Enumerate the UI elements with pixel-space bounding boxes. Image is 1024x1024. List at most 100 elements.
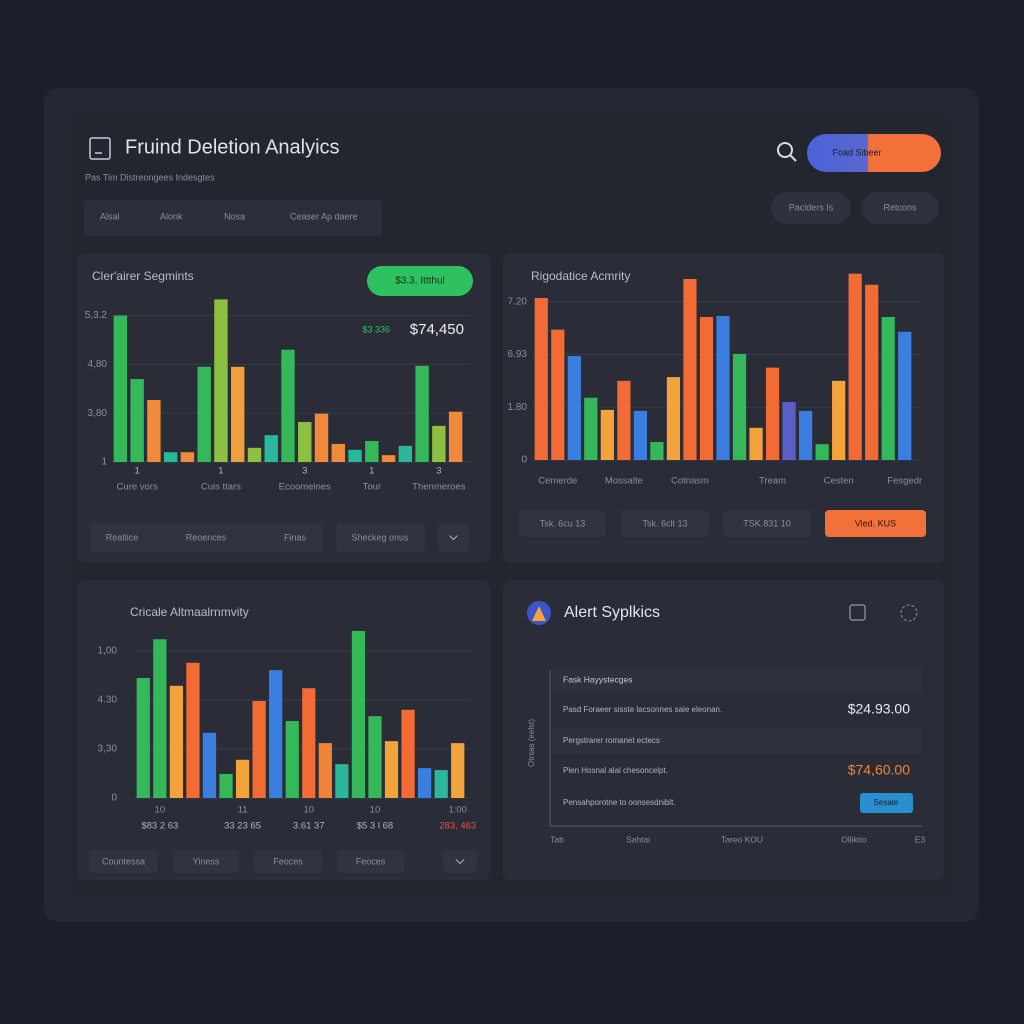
control-label[interactable]: Reoences <box>186 532 227 542</box>
alert-text: Pensahporotne to oonsesdniblt. <box>563 798 676 807</box>
bar <box>749 427 763 460</box>
x-tick-label: Fesgedr <box>887 476 922 487</box>
x-tick-label: Cesten <box>824 476 854 487</box>
bar <box>348 449 362 462</box>
alert-action[interactable] <box>860 793 913 813</box>
alert-x-label: Tareo KOU <box>721 834 763 844</box>
bar <box>683 278 697 460</box>
bar <box>398 445 413 462</box>
control-label: Tsk. 6clt 13 <box>642 518 687 528</box>
bar <box>351 630 366 798</box>
bar <box>365 441 379 462</box>
app-icon <box>89 137 111 160</box>
y-tick-label: 5,3.2 <box>85 310 108 321</box>
bar <box>418 768 432 798</box>
card <box>77 580 490 880</box>
table-header-row <box>552 668 922 692</box>
control-button[interactable] <box>89 850 158 873</box>
alert-amount: $24.93.00 <box>848 701 910 717</box>
x-tick-label: Thenmeroes <box>412 482 466 493</box>
bar <box>197 366 211 462</box>
bar <box>848 273 862 460</box>
x-sublabel: 33 23 65 <box>224 821 261 832</box>
bar <box>331 443 345 462</box>
tab[interactable]: Ceaser Ap daere <box>290 211 358 221</box>
primary-button-label: Foad Sibeer <box>832 147 881 157</box>
y-tick-label: 3,80 <box>88 408 108 419</box>
control-button[interactable] <box>825 510 926 537</box>
chart-title: Rigodatice Acmrity <box>531 269 630 283</box>
dropdown-button[interactable] <box>443 850 477 873</box>
tab[interactable]: Alonk <box>160 211 183 221</box>
bar <box>235 759 250 798</box>
control-button[interactable] <box>254 850 322 873</box>
control-button[interactable] <box>337 850 404 873</box>
header-button[interactable] <box>771 192 851 224</box>
y-tick-label: 4,80 <box>88 359 108 370</box>
x-tick-label: Cuis ttars <box>201 482 241 493</box>
x-sublabel: 283, 463 <box>439 821 476 832</box>
bar <box>567 356 581 460</box>
control-label: Vied. KUS <box>855 518 896 528</box>
control-label: TSK.831 10 <box>743 518 791 528</box>
control-label[interactable]: Finas <box>284 532 307 542</box>
bar <box>865 284 879 460</box>
tab[interactable]: Nosa <box>224 211 245 221</box>
alert-x-label: E3 <box>915 834 926 844</box>
dropdown-button[interactable] <box>438 523 469 552</box>
bar <box>732 353 747 460</box>
y-tick-label: 1.80 <box>508 402 528 413</box>
x-tick-label: 10 <box>303 805 314 816</box>
bar <box>264 435 278 462</box>
tab[interactable]: Alsal <box>100 211 120 221</box>
primary-button[interactable] <box>807 134 941 172</box>
control-label[interactable]: Realtice <box>106 532 139 542</box>
header-button[interactable] <box>862 192 939 224</box>
bar <box>534 297 548 460</box>
control-button[interactable] <box>336 523 425 552</box>
bar <box>650 442 664 460</box>
x-sublabel: 1 <box>218 466 223 477</box>
x-sublabel: $5 3 l 68 <box>357 821 393 832</box>
y-tick-label: 1 <box>101 457 107 468</box>
control-button[interactable] <box>723 510 811 537</box>
control-label: Sheckeg onus <box>351 532 409 542</box>
control-label: Feoces <box>273 856 303 866</box>
alert-action-label: Sesate <box>874 798 899 807</box>
badge[interactable] <box>367 266 473 296</box>
alert-icon-button[interactable] <box>849 604 866 621</box>
bar <box>881 316 895 460</box>
table-header: Fask Hayystecges <box>563 674 632 684</box>
bar <box>381 455 396 462</box>
page-title: Fruind Deletion Analyics <box>125 136 340 158</box>
x-tick-label: Ecoomeines <box>279 482 332 493</box>
bar <box>231 366 245 462</box>
alert-text: Plen Hosnal alal chesoncelpt. <box>563 766 668 775</box>
x-tick-label: 11 <box>238 805 248 816</box>
x-tick-label: Cure vors <box>117 482 158 493</box>
alert-settings[interactable] <box>900 604 918 622</box>
bar <box>302 688 316 798</box>
bar <box>202 732 217 798</box>
control-button[interactable] <box>173 850 239 873</box>
bar <box>551 329 565 460</box>
bar <box>298 421 312 462</box>
bar <box>163 452 178 462</box>
bar <box>180 452 195 462</box>
bar <box>153 639 167 798</box>
control-group[interactable] <box>90 523 323 552</box>
x-tick-label: 10 <box>155 805 166 816</box>
control-button[interactable] <box>621 510 709 537</box>
control-label: Countessa <box>102 856 145 866</box>
bar <box>130 379 144 462</box>
control-label: Feoces <box>356 856 386 866</box>
search-icon[interactable] <box>777 142 793 158</box>
y-tick-label: 0 <box>521 455 527 466</box>
bar <box>401 709 415 798</box>
x-tick-label: 1:00 <box>448 805 467 816</box>
chart-title: Cricale Altmaalrnmvity <box>130 605 249 619</box>
x-sublabel: 3 <box>436 466 441 477</box>
x-tick-label: Tour <box>363 482 381 493</box>
control-label: Yiness <box>193 856 220 866</box>
control-button[interactable] <box>519 510 606 537</box>
